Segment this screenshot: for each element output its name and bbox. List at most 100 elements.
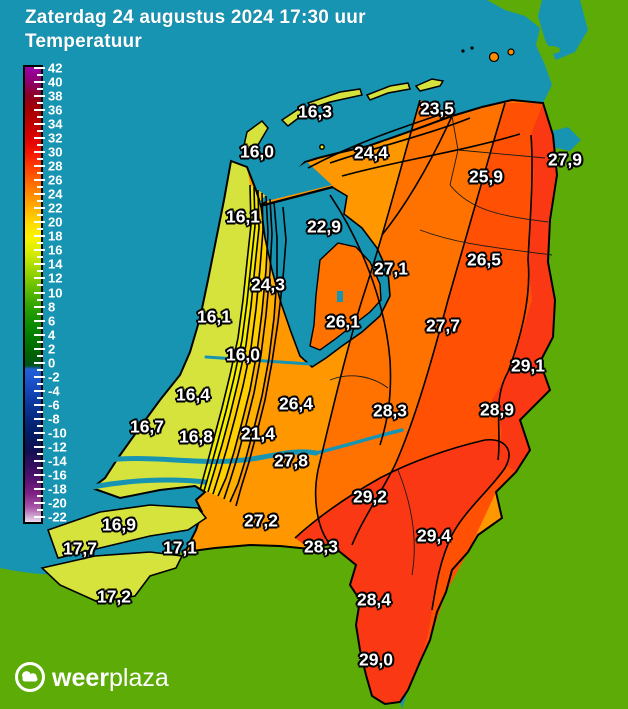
zeeland-islands (40, 504, 208, 603)
legend-tick (34, 431, 45, 434)
logo-cloud-icon (22, 671, 38, 682)
legend-tick-label: 16 (48, 242, 63, 258)
germany-land (402, 0, 628, 709)
isotherm-lines (199, 99, 533, 611)
legend-tick (37, 88, 43, 91)
legend-tick (37, 270, 43, 273)
legend-tick (37, 466, 43, 469)
island (306, 88, 363, 109)
legend-tick (34, 109, 45, 112)
legend-tick-label: 4 (48, 327, 56, 343)
legend-tick (34, 151, 45, 154)
legend-tick-label: -4 (48, 383, 60, 399)
legend-tick (34, 417, 45, 420)
legend-tick (37, 438, 43, 441)
legend-tick (37, 158, 43, 161)
legend-tick (34, 165, 45, 168)
legend-tick (37, 382, 43, 385)
legend-tick (37, 452, 43, 455)
legend-tick-label: -16 (48, 467, 67, 483)
legend-tick (34, 375, 45, 378)
legend-tick (37, 256, 43, 259)
legend-tick (34, 235, 45, 238)
legend-color-bar (23, 65, 43, 524)
flevoland-lake (337, 291, 343, 302)
legend-tick (34, 487, 45, 490)
legend-tick-label: 14 (48, 256, 63, 272)
legend-tick (37, 228, 43, 231)
brand-text: weerplaza (51, 664, 169, 692)
legend-tick (34, 179, 45, 182)
legend-tick (37, 354, 43, 357)
legend-tick (37, 508, 43, 511)
legend-tick (37, 186, 43, 189)
legend-tick-label: 22 (48, 200, 63, 216)
island (280, 107, 307, 127)
legend-tick-label: -8 (48, 411, 60, 427)
legend-tick (34, 137, 45, 140)
legend-tick (37, 284, 43, 287)
legend-tick-label: 6 (48, 313, 56, 329)
legend-tick (37, 298, 43, 301)
islet (470, 46, 474, 50)
province-borders (329, 115, 553, 576)
legend-tick (34, 501, 45, 504)
legend-tick-label: -6 (48, 397, 60, 413)
legend-tick-label: 12 (48, 270, 63, 286)
legend-tick (34, 389, 45, 392)
legend-tick (34, 319, 45, 322)
map-title: Zaterdag 24 augustus 2024 17:30 uur Temp… (25, 6, 366, 54)
legend-tick-label: 34 (48, 116, 63, 132)
legend-tick-label: 8 (48, 299, 56, 315)
legend-tick (34, 193, 45, 196)
legend-tick (34, 277, 45, 280)
islet (488, 51, 500, 63)
legend-tick (34, 291, 45, 294)
legend-tick (34, 516, 45, 518)
legend-tick-label: 26 (48, 172, 63, 188)
zeeuws-vlaanderen (40, 551, 184, 603)
legend-tick (37, 424, 43, 427)
legend-tick (34, 95, 45, 98)
legend-tick-label: -22 (48, 509, 67, 525)
legend-tick-label: 28 (48, 158, 63, 174)
ems-bay (538, 0, 588, 60)
legend-tick (37, 116, 43, 119)
islet (507, 48, 515, 56)
legend-tick (34, 67, 45, 69)
zeeland-strip (46, 504, 208, 559)
legend-tick-label: 18 (48, 228, 63, 244)
afsluitdijk-dike (259, 185, 334, 208)
legend-tick-label: 2 (48, 341, 56, 357)
legend-tick (34, 403, 45, 406)
legend-tick (34, 123, 45, 126)
legend-tick-label: 10 (48, 285, 63, 300)
legend-tick (37, 200, 43, 203)
legend-tick (34, 347, 45, 350)
island (242, 119, 269, 160)
legend-tick (34, 263, 45, 266)
brand-bold: weer (51, 664, 109, 692)
legend-tick (37, 480, 43, 483)
legend-tick-label: -14 (48, 453, 67, 469)
islet (461, 49, 465, 53)
legend-tick (34, 473, 45, 476)
legend-tick (34, 81, 45, 84)
legend-tick (34, 207, 45, 210)
island (365, 82, 411, 101)
legend-tick-label: -20 (48, 495, 67, 511)
legend-tick (34, 221, 45, 224)
legend-tick-label: 42 (48, 60, 63, 76)
legend-tick (37, 340, 43, 343)
legend-tick (37, 144, 43, 147)
legend-tick (37, 368, 43, 371)
legend-tick (34, 249, 45, 252)
legend-tick-label: -10 (48, 425, 67, 441)
netherlands-outline (89, 98, 559, 706)
legend-tick (37, 102, 43, 105)
weerplaza-logo: weerplaza (15, 662, 169, 692)
island (414, 78, 445, 92)
legend-tick (37, 396, 43, 399)
legend-tick-label: 30 (48, 144, 63, 160)
